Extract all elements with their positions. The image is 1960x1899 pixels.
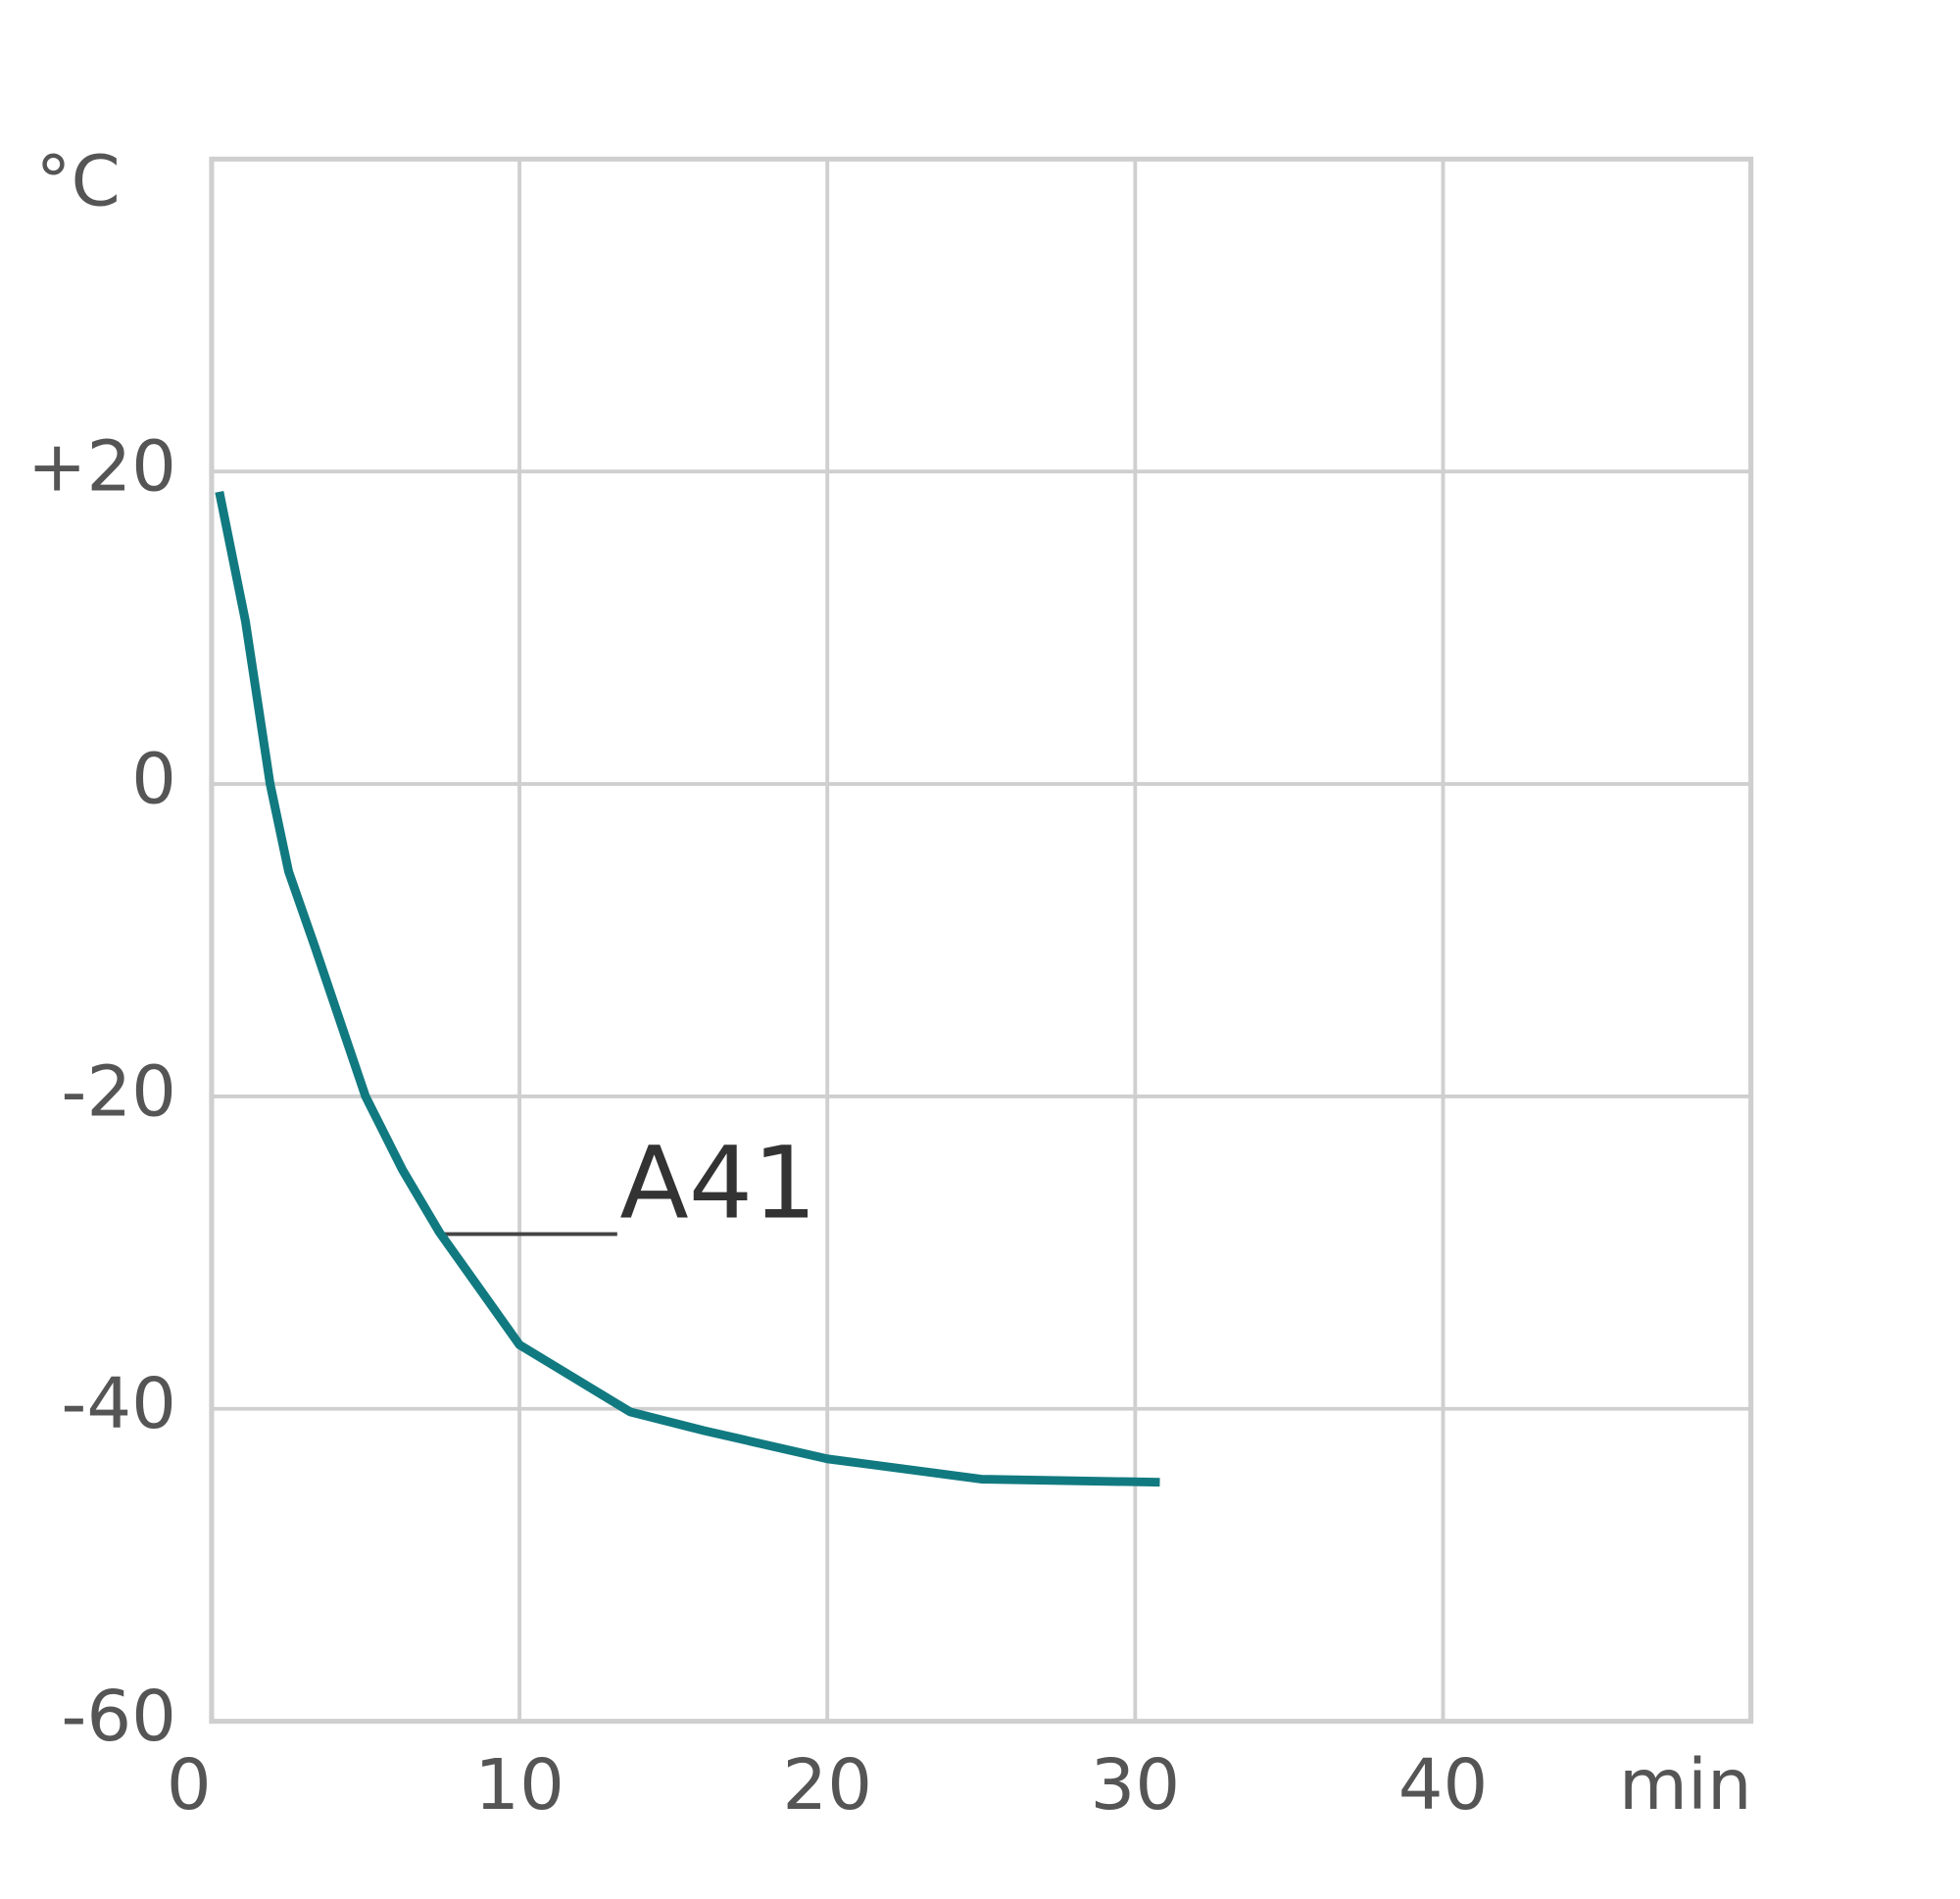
x-tick-label: 30	[1091, 1744, 1181, 1825]
line-series	[215, 491, 1160, 1487]
series-label: A41	[619, 1126, 816, 1242]
y-tick-label: 0	[131, 739, 176, 819]
y-tick-label: -40	[61, 1364, 176, 1444]
x-tick-label: 10	[474, 1744, 564, 1825]
x-axis-label: min	[1619, 1744, 1752, 1825]
x-tick-label: 40	[1398, 1744, 1489, 1825]
x-tick-label: 0	[167, 1744, 212, 1825]
y-tick-label: -60	[61, 1676, 176, 1756]
y-axis-label: °C	[36, 141, 121, 221]
plot-frame	[209, 156, 1754, 1725]
y-tick-label: +20	[27, 426, 176, 507]
y-tick-label: -20	[61, 1051, 176, 1132]
x-tick-label: 20	[782, 1744, 872, 1825]
